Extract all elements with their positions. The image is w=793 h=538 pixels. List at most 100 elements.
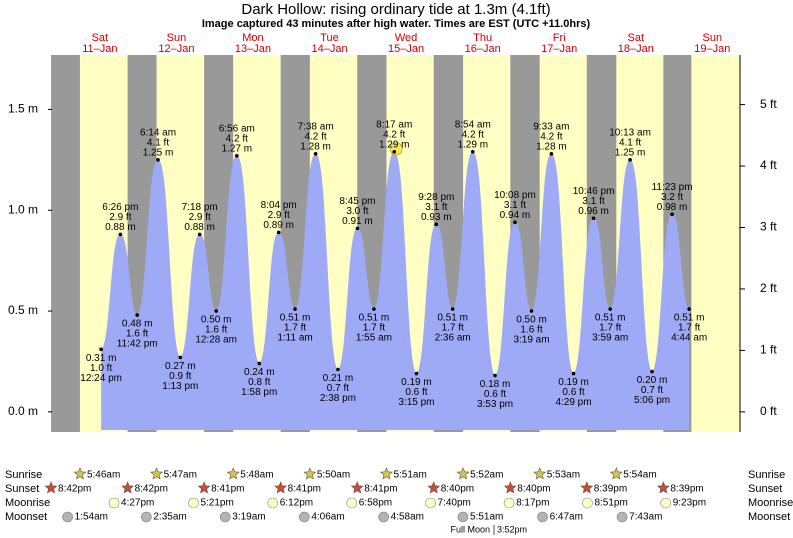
tide-height-label: 0.31 m [86,353,117,364]
tide-height-label: 0.51 m [595,313,626,324]
tide-time-label: 7:18 pm [182,202,218,213]
astro-time: 6:58pm [359,498,392,509]
tide-time-label: 10:46 pm [573,186,615,197]
y-tick-label: 1.5 m [8,102,38,116]
tide-height-label: 0.88 m [184,222,215,233]
tide-time-label: 2:36 am [435,333,471,344]
tide-feet-label: 3.0 ft [346,206,368,217]
tide-feet-label: 1.0 ft [90,363,112,374]
day-date: 12–Jan [158,43,194,55]
moonset-icon [537,511,548,523]
chart-title: Dark Hollow: rising ordinary tide at 1.3… [241,1,550,18]
astro-time: 9:23pm [673,498,706,509]
tide-area [101,151,690,430]
tide-time-label: 2:38 pm [320,393,356,404]
astro-time: 5:21pm [200,498,233,509]
tide-point [392,149,397,154]
tide-point [687,307,691,311]
day-weekday: Sun [167,32,187,44]
tide-point [608,307,612,311]
astro-time: 8:39pm [670,484,703,495]
sunset-icon [197,481,211,494]
tide-point [197,232,202,237]
astro-time: 5:51am [393,470,426,481]
tide-feet-label: 0.6 ft [484,389,506,400]
sunset-icon [656,481,670,494]
astro-time: 2:35am [153,512,186,523]
tide-feet-label: 3.1 ft [582,196,604,207]
moonset-icon [299,511,310,523]
day-weekday: Mon [242,32,263,44]
tide-feet-label: 1.6 ft [205,325,227,336]
tide-time-label: 11:23 pm [652,182,693,193]
tide-feet-label: 1.7 ft [678,323,700,334]
tide-height-label: 0.19 m [558,377,589,388]
tide-time-label: 8:45 pm [339,196,375,207]
sunrise-icon [533,467,547,480]
day-weekday: Sat [628,32,645,44]
tide-height-label: 1.28 m [536,141,567,152]
tide-feet-label: 1.6 ft [520,325,542,336]
tide-height-label: 0.51 m [280,313,311,324]
sunrise-icon [73,467,87,480]
tide-point [214,309,218,313]
tide-height-label: 1.27 m [222,143,253,154]
astro-time: 5:47am [164,470,197,481]
sunrise-icon [609,467,623,480]
tide-time-label: 11:42 pm [117,339,158,350]
tide-height-label: 0.50 m [516,315,547,326]
tide-height-label: 0.88 m [105,222,136,233]
astro-time: 5:53am [547,470,580,481]
moonrise-icon [188,497,199,509]
moonset-icon [457,511,469,523]
tide-point [118,232,123,237]
tide-time-label: 8:54 am [455,119,491,130]
tide-feet-label: 0.6 ft [562,387,584,398]
astro-time: 8:41pm [364,484,397,495]
tide-feet-label: 2.9 ft [109,212,131,223]
tide-feet-label: 4.2 ft [383,129,405,140]
tide-point [178,355,183,360]
moon-phase-label: Full Moon [450,524,490,534]
day-date: 13–Jan [235,43,271,55]
tide-height-label: 1.25 m [143,147,174,158]
tide-height-label: 1.29 m [457,139,488,150]
day-weekday: Fri [553,32,566,44]
moonrise-icon [503,497,515,509]
astro-row-label: Moonrise [5,497,50,509]
moonrise-icon [267,497,279,509]
tide-time-label: 12:28 am [195,335,237,346]
astro-time: 5:52am [470,470,503,481]
astro-time: 7:43am [629,512,662,523]
tide-feet-label: 1.7 ft [284,323,306,334]
day-weekday: Thu [473,32,492,44]
astro-row-label: Sunrise [5,469,42,481]
tide-feet-label: 0.7 ft [327,383,349,394]
day-date: 14–Jan [311,43,347,55]
tide-time-label: 5:06 pm [634,395,670,406]
tide-feet-label: 2.9 ft [189,212,211,223]
tide-height-label: 0.18 m [480,379,511,390]
tide-feet-label: 4.2 ft [304,131,326,142]
tide-feet-label: 0.6 ft [405,387,427,398]
astro-row-label: Sunset [5,483,39,495]
tide-height-label: 0.27 m [165,361,196,372]
y2-tick-label: 2 ft [760,281,777,295]
tide-height-label: 1.25 m [615,147,646,158]
tide-feet-label: 1.7 ft [599,323,621,334]
moonset-icon [378,511,389,523]
astro-row-label: Moonset [5,511,47,523]
tide-feet-label: 1.7 ft [363,323,385,334]
astro-time: 5:51am [470,512,503,523]
sunrise-icon [456,467,470,480]
tide-point [336,367,340,372]
tide-feet-label: 3.1 ft [504,200,526,211]
astro-row-label: Sunrise [748,469,785,481]
moonrise-icon [346,497,358,509]
sunset-icon [503,481,517,494]
y-tick-label: 0.5 m [8,303,38,317]
tide-time-label: 4:29 pm [555,397,591,408]
tide-time-label: 1:58 pm [241,387,277,398]
moonset-icon [62,511,73,523]
tide-point [513,220,517,225]
